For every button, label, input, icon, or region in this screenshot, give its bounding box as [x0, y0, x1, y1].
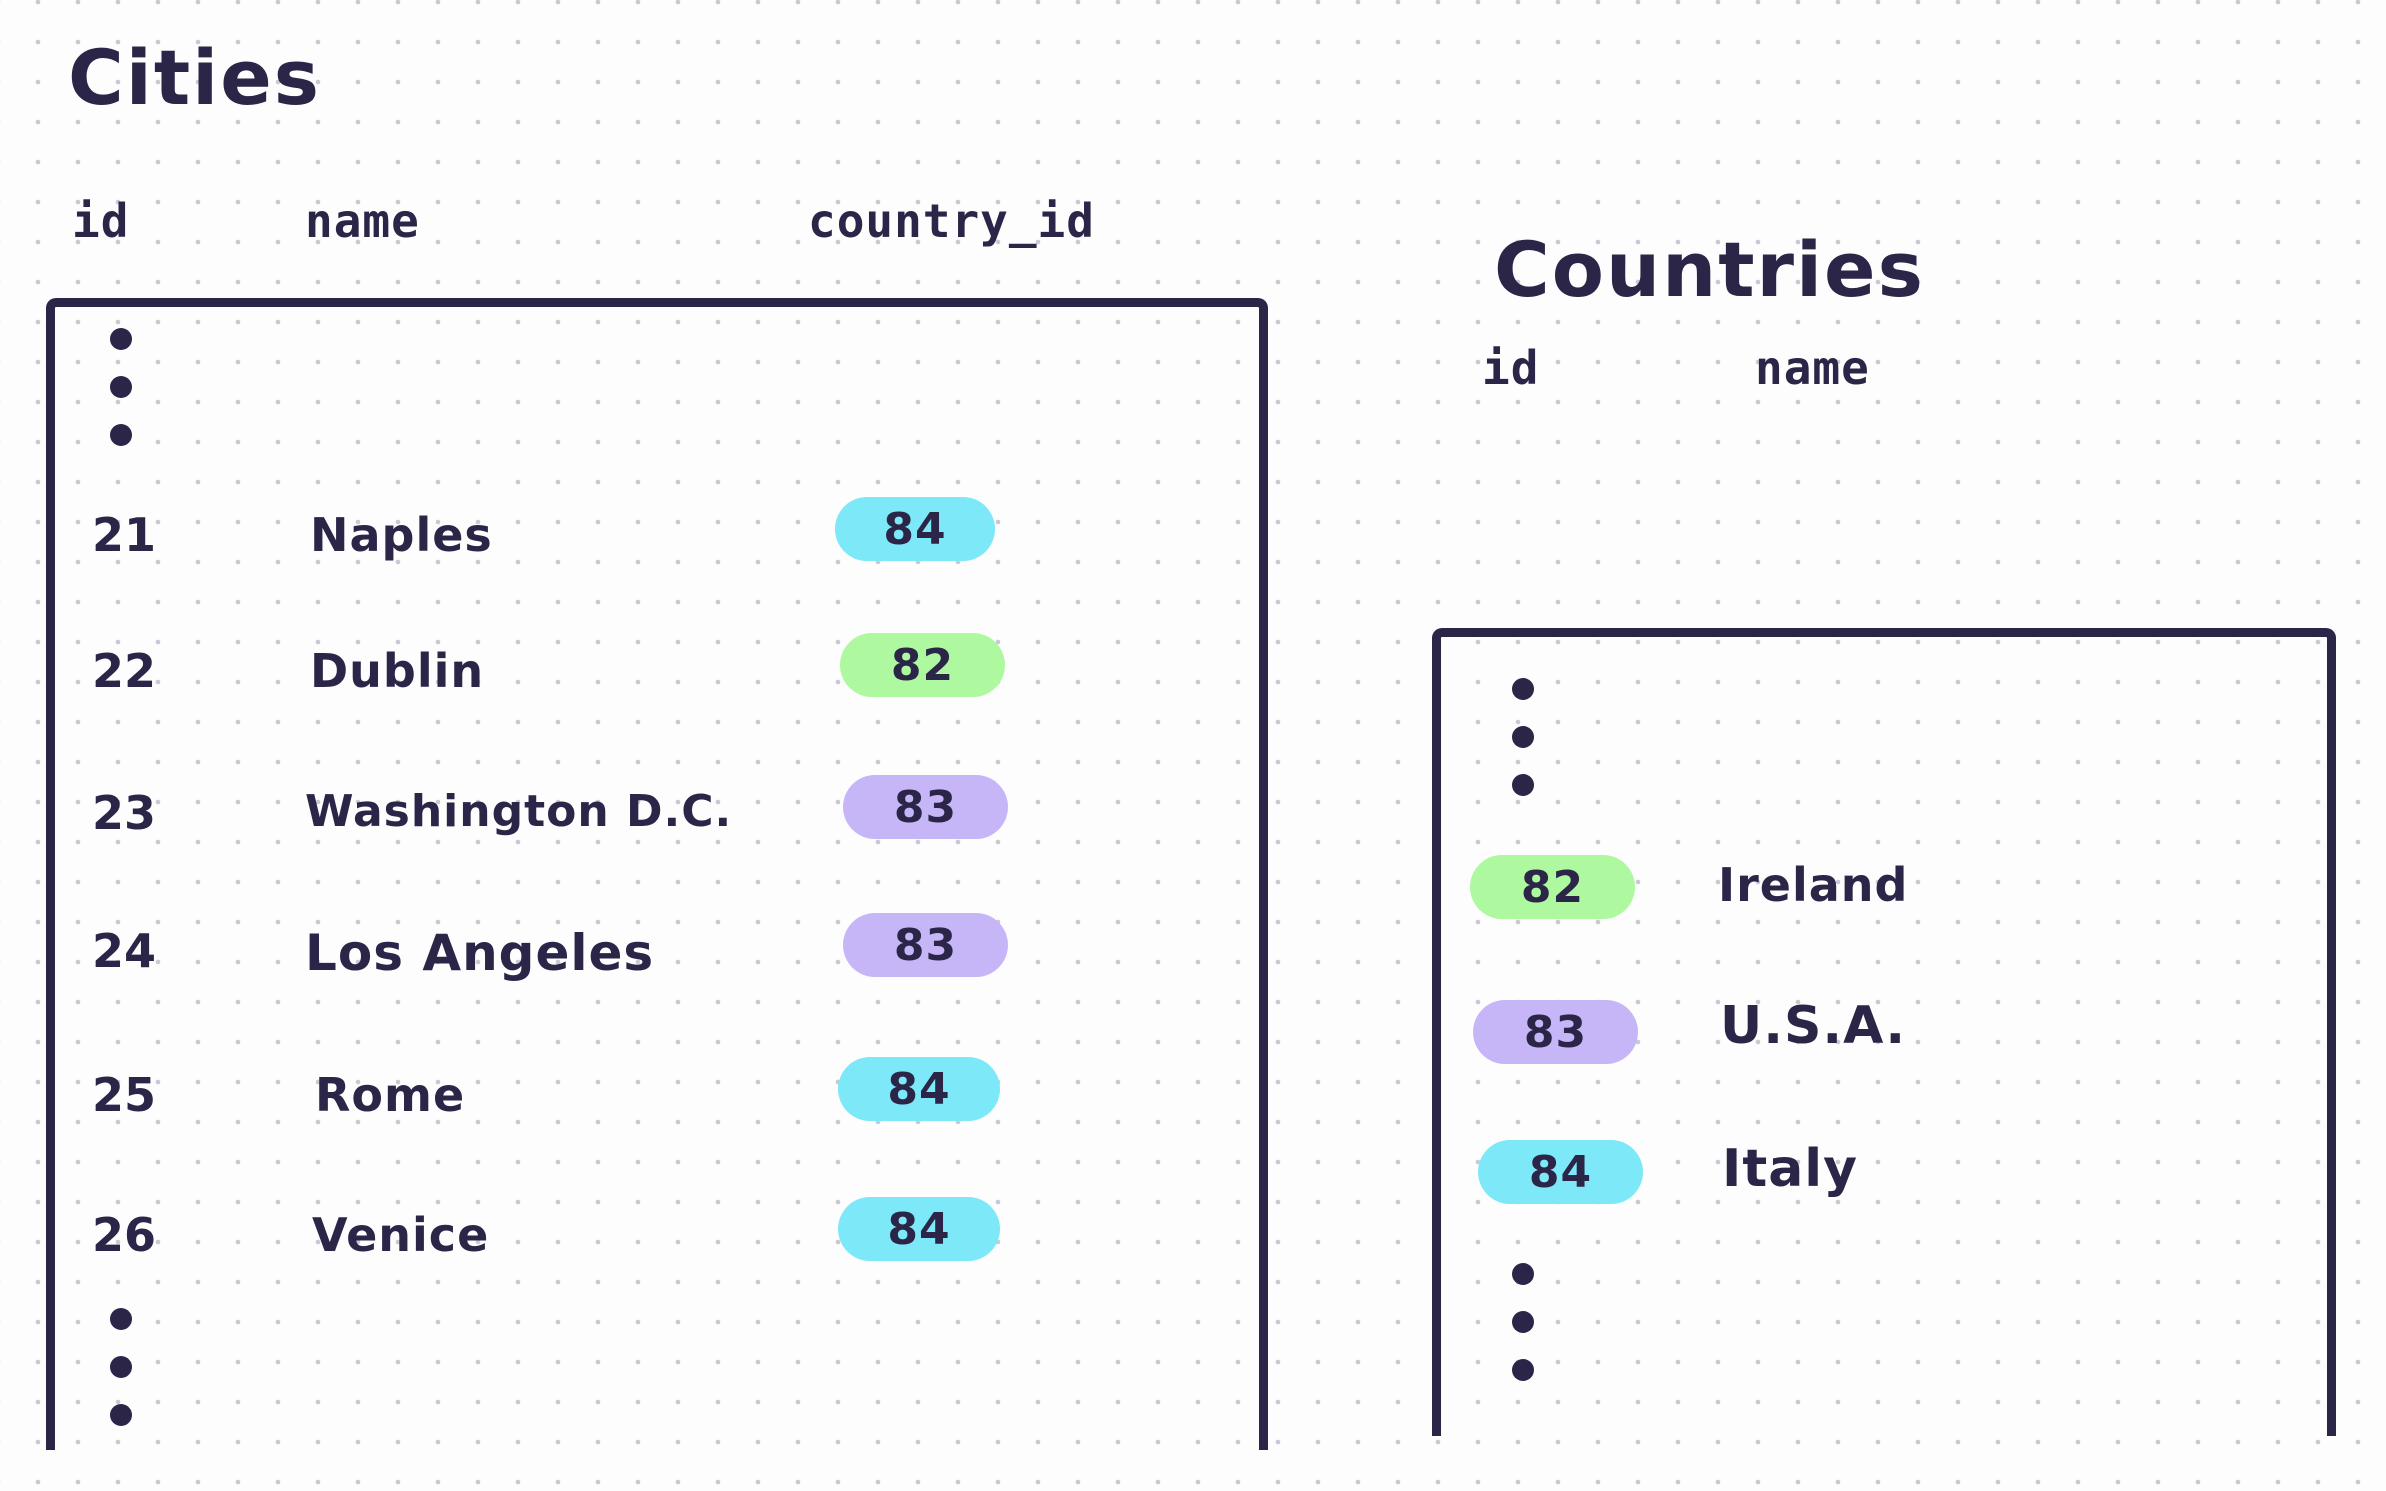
countries-row-id-badge: 84: [1478, 1140, 1643, 1204]
cities-bottom-ellipsis-icon: [110, 1308, 132, 1426]
cities-row-name: Rome: [315, 1068, 466, 1122]
cities-top-ellipsis-icon: [110, 328, 132, 446]
countries-table-title: Countries: [1494, 225, 1925, 314]
cities-row-id: 25: [92, 1068, 157, 1122]
cities-table-frame: [46, 298, 1268, 1450]
cities-row-country-id-badge: 83: [843, 775, 1008, 839]
countries-row-id-badge: 83: [1473, 1000, 1638, 1064]
countries-column-header-id: id: [1482, 341, 1540, 395]
countries-bottom-ellipsis-icon: [1512, 1263, 1534, 1381]
countries-row-id-badge: 82: [1470, 855, 1635, 919]
cities-row-name: Venice: [312, 1208, 490, 1262]
cities-table-title: Cities: [68, 33, 321, 122]
countries-row-name: Ireland: [1718, 858, 1909, 912]
cities-column-header-name: name: [305, 194, 420, 248]
cities-row-name: Dublin: [310, 644, 485, 698]
cities-row-name: Naples: [310, 508, 493, 562]
cities-row-name: Washington D.C.: [305, 786, 733, 837]
cities-row-country-id-badge: 84: [838, 1197, 1000, 1261]
countries-top-ellipsis-icon: [1512, 678, 1534, 796]
cities-column-header-country-id: country_id: [808, 194, 1095, 248]
cities-row-id: 21: [92, 508, 157, 562]
cities-row-country-id-badge: 82: [840, 633, 1005, 697]
cities-row-id: 24: [92, 924, 157, 978]
countries-column-header-name: name: [1755, 341, 1870, 395]
countries-row-name: U.S.A.: [1720, 996, 1907, 1056]
cities-row-id: 26: [92, 1208, 157, 1262]
cities-row-id: 23: [92, 786, 157, 840]
cities-column-header-id: id: [72, 194, 130, 248]
countries-row-name: Italy: [1722, 1139, 1859, 1199]
cities-row-id: 22: [92, 644, 157, 698]
cities-row-name: Los Angeles: [305, 924, 655, 982]
cities-row-country-id-badge: 83: [843, 913, 1008, 977]
cities-row-country-id-badge: 84: [838, 1057, 1000, 1121]
cities-row-country-id-badge: 84: [835, 497, 995, 561]
